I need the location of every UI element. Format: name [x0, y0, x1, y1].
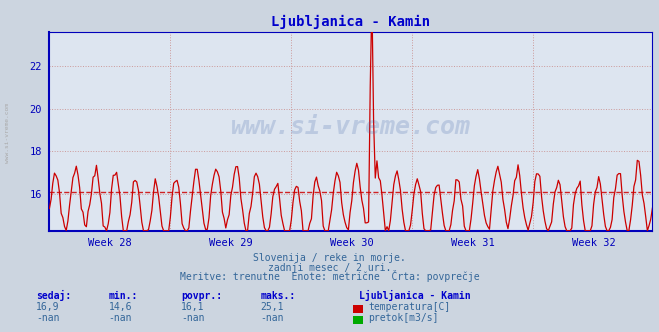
- Text: maks.:: maks.:: [260, 291, 295, 301]
- Text: 16,1: 16,1: [181, 302, 205, 312]
- Text: -nan: -nan: [181, 313, 205, 323]
- Text: -nan: -nan: [260, 313, 284, 323]
- Text: Meritve: trenutne  Enote: metrične  Črta: povprečje: Meritve: trenutne Enote: metrične Črta: …: [180, 270, 479, 282]
- Text: Slovenija / reke in morje.: Slovenija / reke in morje.: [253, 253, 406, 263]
- Text: www.si-vreme.com: www.si-vreme.com: [5, 103, 11, 163]
- Title: Ljubljanica - Kamin: Ljubljanica - Kamin: [272, 15, 430, 29]
- Text: 14,6: 14,6: [109, 302, 132, 312]
- Text: povpr.:: povpr.:: [181, 291, 222, 301]
- Text: www.si-vreme.com: www.si-vreme.com: [231, 115, 471, 139]
- Text: 25,1: 25,1: [260, 302, 284, 312]
- Text: sedaj:: sedaj:: [36, 290, 71, 301]
- Text: zadnji mesec / 2 uri.: zadnji mesec / 2 uri.: [268, 263, 391, 273]
- Text: pretok[m3/s]: pretok[m3/s]: [368, 313, 439, 323]
- Text: min.:: min.:: [109, 291, 138, 301]
- Text: 16,9: 16,9: [36, 302, 60, 312]
- Text: -nan: -nan: [36, 313, 60, 323]
- Text: temperatura[C]: temperatura[C]: [368, 302, 451, 312]
- Text: Ljubljanica - Kamin: Ljubljanica - Kamin: [359, 290, 471, 301]
- Text: -nan: -nan: [109, 313, 132, 323]
